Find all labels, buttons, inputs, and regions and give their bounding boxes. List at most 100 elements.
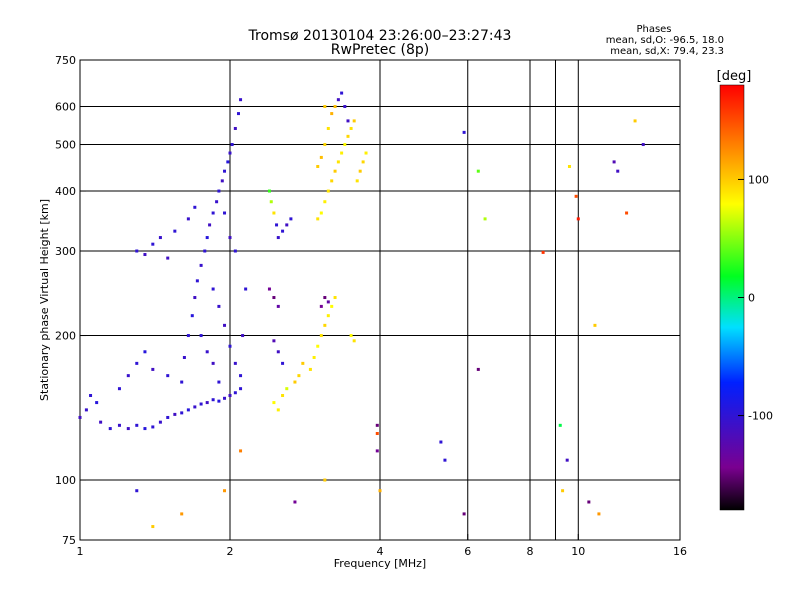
- y-axis-label: Stationary phase Virtual Height [km]: [38, 199, 51, 401]
- data-point: [439, 440, 443, 444]
- data-point: [558, 423, 562, 427]
- data-point: [375, 423, 379, 427]
- data-point: [319, 304, 323, 308]
- data-point: [158, 420, 162, 424]
- data-point: [236, 112, 240, 116]
- data-point: [541, 250, 545, 254]
- data-point: [211, 398, 215, 402]
- data-point: [208, 223, 212, 227]
- data-point: [228, 151, 232, 155]
- data-point: [323, 200, 327, 204]
- data-point: [269, 200, 273, 204]
- x-tick-label: 16: [673, 545, 687, 558]
- data-point: [166, 415, 170, 419]
- data-point: [166, 256, 170, 260]
- data-point: [272, 211, 276, 215]
- stats-line-x: mean, sd,X: 79.4, 23.3: [610, 46, 724, 57]
- stats-line-o: mean, sd,O: -96.5, 18.0: [606, 35, 724, 46]
- colorbar-label: [deg]: [717, 69, 752, 84]
- data-point: [95, 401, 99, 405]
- data-point: [211, 211, 215, 215]
- data-point: [180, 411, 184, 415]
- data-point: [233, 391, 237, 395]
- data-point: [346, 119, 350, 123]
- data-point: [78, 415, 82, 419]
- x-tick-label: 8: [527, 545, 534, 558]
- y-tick-label: 300: [55, 245, 76, 258]
- data-point: [205, 350, 209, 354]
- data-point: [193, 205, 197, 209]
- data-point: [462, 512, 466, 516]
- y-tick-label: 750: [55, 54, 76, 67]
- data-point: [205, 236, 209, 240]
- data-point: [593, 323, 597, 327]
- y-tick-label: 100: [55, 474, 76, 487]
- data-point: [205, 401, 209, 405]
- y-tick-label: 600: [55, 101, 76, 114]
- data-point: [352, 119, 356, 123]
- data-point: [182, 355, 186, 359]
- data-point: [378, 489, 382, 493]
- data-point: [567, 164, 571, 168]
- data-point: [215, 200, 219, 204]
- data-point: [223, 169, 227, 173]
- data-point: [276, 350, 280, 354]
- data-point: [326, 300, 330, 304]
- data-point: [333, 169, 337, 173]
- data-point: [272, 296, 276, 300]
- data-point: [330, 179, 334, 183]
- data-point: [330, 304, 334, 308]
- data-point: [211, 287, 215, 291]
- y-tick-label: 75: [62, 534, 76, 547]
- x-axis-label: Frequency [MHz]: [334, 557, 426, 570]
- data-point: [151, 242, 155, 246]
- data-point: [276, 304, 280, 308]
- data-point: [143, 350, 147, 354]
- data-point: [151, 525, 155, 529]
- data-point: [223, 211, 227, 215]
- data-point: [293, 380, 297, 384]
- data-point: [108, 427, 112, 431]
- data-point: [199, 334, 203, 338]
- colorbar-ticks: 100 0 -100: [738, 173, 773, 423]
- data-point: [597, 512, 601, 516]
- data-point: [135, 489, 139, 493]
- data-point: [319, 155, 323, 159]
- data-point: [89, 394, 93, 398]
- data-point: [151, 367, 155, 371]
- data-point: [186, 217, 190, 221]
- data-point: [180, 512, 184, 516]
- data-point: [272, 401, 276, 405]
- data-point: [239, 374, 243, 378]
- data-point: [641, 143, 645, 147]
- data-point: [244, 287, 248, 291]
- data-point: [289, 217, 293, 221]
- data-point: [285, 387, 289, 391]
- y-tick-label: 400: [55, 185, 76, 198]
- data-point: [326, 189, 330, 193]
- data-point: [166, 374, 170, 378]
- data-point: [625, 211, 629, 215]
- data-point: [352, 339, 356, 343]
- data-point: [281, 394, 285, 398]
- data-point: [276, 408, 280, 412]
- data-point: [308, 367, 312, 371]
- data-point: [275, 223, 279, 227]
- data-point: [333, 296, 337, 300]
- data-point: [239, 449, 243, 453]
- y-tick-label: 200: [55, 330, 76, 343]
- data-point: [84, 408, 88, 412]
- data-point: [143, 253, 147, 257]
- data-point: [233, 126, 237, 130]
- colorbar-tick-label: 100: [748, 173, 769, 186]
- data-point: [186, 334, 190, 338]
- data-point: [333, 105, 337, 109]
- data-point: [483, 217, 487, 221]
- data-point: [319, 211, 323, 215]
- data-point: [228, 236, 232, 240]
- data-point: [190, 314, 194, 318]
- data-point: [223, 396, 227, 400]
- data-point: [355, 179, 359, 183]
- data-point: [143, 427, 147, 431]
- data-point: [323, 143, 327, 147]
